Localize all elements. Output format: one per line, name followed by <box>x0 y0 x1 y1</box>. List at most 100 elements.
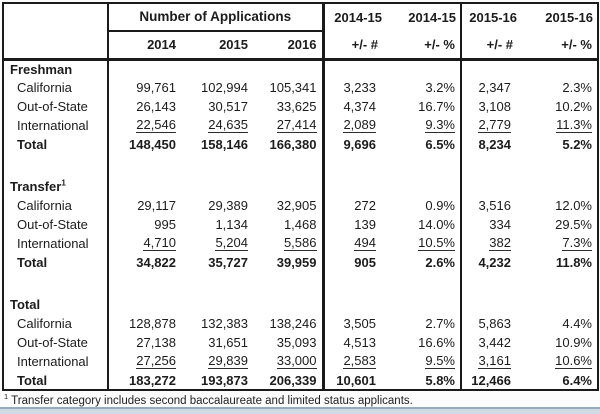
cell-value: 3,233 <box>343 80 376 95</box>
row-label: California <box>17 316 72 331</box>
cell-value: 11.8% <box>555 255 592 270</box>
cell-value: 10.6% <box>555 353 592 369</box>
cell-value: 3.2% <box>425 80 455 95</box>
cell-value: 14.0% <box>418 217 455 232</box>
cell-value: 3,505 <box>343 316 376 331</box>
row-label: Out-of-State <box>17 99 88 114</box>
table-row: Out-of-State 26,143 30,517 33,625 4,374 16.7%… <box>3 97 598 116</box>
table-row: California 128,878 132,383 138,246 3,505 2.7%… <box>3 314 598 333</box>
cell-value: 2,779 <box>478 117 511 133</box>
cell-value: 2.6% <box>425 255 455 270</box>
cell-value: 9,696 <box>343 137 376 152</box>
table-row: Out-of-State 27,138 31,651 35,093 4,513 16.6%… <box>3 333 598 352</box>
header-row-columns: 2014 2015 2016 +/- # +/- % +/- # +/- % <box>3 31 598 61</box>
cell-value: 4,232 <box>478 255 511 270</box>
period-2015-16-count-header: 2015-16 <box>469 10 517 25</box>
cell-value: 4,513 <box>343 335 376 350</box>
cell-value: 10.9% <box>555 335 592 350</box>
year-2016-header: 2016 <box>253 31 325 61</box>
footnote-text: Transfer category includes second baccal… <box>11 394 413 407</box>
cell-value: 6.5% <box>425 137 455 152</box>
cell-value: 183,272 <box>129 372 176 388</box>
cell-value: 3,108 <box>478 99 511 114</box>
row-label: California <box>17 80 72 95</box>
cell-value: 1,134 <box>215 217 248 232</box>
cell-value: 8,234 <box>478 137 511 152</box>
year-2015-header: 2015 <box>181 31 253 61</box>
cell-value: 3,516 <box>478 198 511 213</box>
row-label: Total <box>17 137 48 152</box>
cell-value: 16.6% <box>418 335 455 350</box>
cell-value: 7.3% <box>562 235 592 251</box>
cell-value: 5,586 <box>283 235 317 251</box>
cell-value: 139 <box>354 217 376 232</box>
cell-value: 1,468 <box>283 217 317 232</box>
period-2014-15-percent-header: 2014-15 <box>386 3 462 31</box>
row-label: California <box>17 198 72 213</box>
cell-value: 16.7% <box>418 99 455 114</box>
cell-value: 102,994 <box>201 80 248 95</box>
table-row: Total 148,450 158,146 166,380 9,696 6.5% 8,234… <box>3 135 598 154</box>
cell-value: 5.2% <box>562 137 592 152</box>
plus-minus-count-header-1: +/- # <box>323 31 386 61</box>
table-row: Out-of-State 995 1,134 1,468 139 14.0% 334 29.5… <box>3 215 598 234</box>
footnote-marker: 1 <box>4 392 9 401</box>
cell-value: 34,822 <box>136 255 176 270</box>
row-label: Total <box>17 372 48 388</box>
cell-value: 166,380 <box>269 137 317 152</box>
cell-value: 382 <box>489 235 511 251</box>
section-gap-row <box>3 272 598 295</box>
cell-value: 9.5% <box>425 353 455 369</box>
table-row: International 22,546 24,635 27,414 2,089 9.3%… <box>3 116 598 135</box>
cell-value: 132,383 <box>201 316 248 331</box>
plus-minus-count-header-2: +/- # <box>461 31 521 61</box>
cell-value: 11.3% <box>556 117 592 133</box>
cell-value: 2.3% <box>562 80 592 95</box>
cell-value: 35,727 <box>208 255 248 270</box>
cell-value: 2.7% <box>425 316 455 331</box>
cell-value: 2,583 <box>343 353 376 369</box>
cell-value: 99,761 <box>136 80 176 95</box>
section-title-row: Freshman <box>3 59 598 78</box>
cell-value: 35,093 <box>276 335 317 350</box>
cell-value: 10.5% <box>418 235 455 251</box>
table-body: Freshman California 99,761 102,994 105,341 3,… <box>3 59 598 390</box>
row-label: Out-of-State <box>17 335 88 350</box>
table-row: International 4,710 5,204 5,586 494 10.5% 382 7… <box>3 234 598 253</box>
cell-value: 29,389 <box>208 198 248 213</box>
cell-value: 33,000 <box>276 353 317 369</box>
footnote: 1 Transfer category includes second bacc… <box>4 392 600 407</box>
cell-value: 33,625 <box>276 99 317 114</box>
section-title: Freshman <box>10 61 73 77</box>
cell-value: 158,146 <box>201 137 248 152</box>
cell-value: 10.2% <box>555 99 592 114</box>
cell-value: 39,959 <box>276 255 317 270</box>
cell-value: 5,204 <box>215 235 248 251</box>
cell-value: 193,873 <box>201 372 248 388</box>
cell-value: 4,710 <box>143 235 176 251</box>
period-2014-15-count-header: 2014-15 <box>334 10 382 25</box>
cell-value: 995 <box>154 217 176 232</box>
table-row: International 27,256 29,839 33,000 2,583 9.5%… <box>3 352 598 371</box>
period-2015-16-percent-header: 2015-16 <box>545 10 593 25</box>
cell-value: 32,905 <box>276 198 317 213</box>
window-bottom-edge <box>0 407 600 414</box>
plus-minus-percent-header-2: +/- % <box>521 31 598 61</box>
cell-value: 22,546 <box>136 117 176 133</box>
year-2014-header: 2014 <box>108 31 181 61</box>
cell-value: 6.4% <box>562 372 592 388</box>
row-label: Out-of-State <box>17 217 88 232</box>
section-title-row: Total <box>3 295 598 314</box>
cell-value: 494 <box>354 235 376 251</box>
cell-value: 105,341 <box>269 80 317 95</box>
cell-value: 27,414 <box>276 117 317 133</box>
table-row: Total 183,272 193,873 206,339 10,601 5.8% 12,4… <box>3 371 598 390</box>
cell-value: 905 <box>354 255 376 270</box>
table-row: California 99,761 102,994 105,341 3,233 3.2% 2… <box>3 78 598 97</box>
cell-value: 10,601 <box>336 372 376 388</box>
table-row: California 29,117 29,389 32,905 272 0.9% 3,516… <box>3 196 598 215</box>
cell-value: 29.5% <box>555 217 592 232</box>
cell-value: 5.8% <box>425 372 455 388</box>
cell-value: 272 <box>354 198 376 213</box>
